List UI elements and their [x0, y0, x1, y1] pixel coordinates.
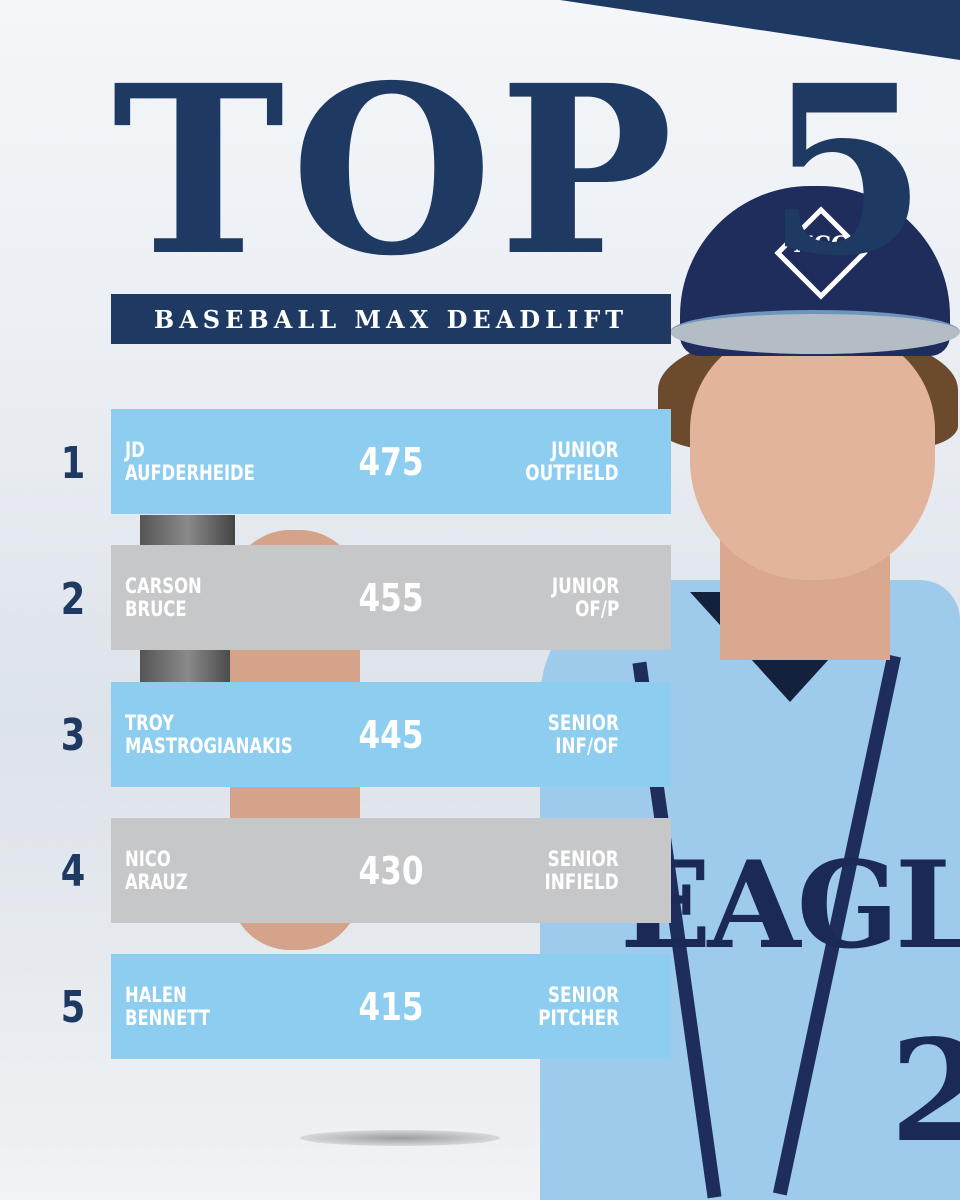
first-name: HALEN	[125, 982, 187, 1007]
player-class: SENIOR	[547, 982, 619, 1007]
first-name: JD	[125, 437, 145, 462]
player-class-position: JUNIOR OF/P	[551, 573, 619, 621]
last-name: MASTROGIANAKIS	[125, 733, 293, 758]
player-position: OUTFIELD	[525, 460, 619, 485]
last-name: ARAUZ	[125, 869, 188, 894]
deadlift-value: 415	[358, 984, 424, 1029]
player-class-position: SENIOR INFIELD	[544, 846, 619, 894]
ranking-row: HALEN BENNETT 415 SENIOR PITCHER	[111, 954, 671, 1059]
player-class: SENIOR	[547, 710, 619, 735]
player-class: SENIOR	[547, 846, 619, 871]
page-title: TOP 5	[112, 34, 934, 307]
ranking-row: JD AUFDERHEIDE 475 JUNIOR OUTFIELD	[111, 409, 671, 514]
rank-number: 4	[60, 846, 86, 897]
player-class-position: SENIOR PITCHER	[538, 982, 619, 1030]
player-position: INF/OF	[555, 733, 619, 758]
ranking-row: NICO ARAUZ 430 SENIOR INFIELD	[111, 818, 671, 923]
player-position: INFIELD	[544, 869, 619, 894]
player-name: CARSON BRUCE	[125, 573, 202, 621]
player-class-position: JUNIOR OUTFIELD	[525, 437, 619, 485]
player-name: TROY MASTROGIANAKIS	[125, 710, 293, 758]
player-photo: NCC EAGLES 2	[540, 180, 960, 1200]
last-name: BRUCE	[125, 596, 187, 621]
player-class: JUNIOR	[551, 437, 619, 462]
rank-number: 1	[60, 438, 86, 489]
rank-number: 2	[60, 574, 86, 625]
subtitle-banner: BASEBALL MAX DEADLIFT	[111, 294, 671, 344]
first-name: TROY	[125, 710, 174, 735]
first-name: NICO	[125, 846, 171, 871]
ranking-row: TROY MASTROGIANAKIS 445 SENIOR INF/OF	[111, 682, 671, 787]
face	[690, 330, 935, 580]
rank-number: 3	[60, 710, 86, 761]
player-position: OF/P	[574, 596, 619, 621]
deadlift-value: 430	[358, 848, 424, 893]
deadlift-value: 455	[358, 575, 424, 620]
ground-shadow	[300, 1130, 500, 1146]
player-class: JUNIOR	[551, 573, 619, 598]
ranking-row: CARSON BRUCE 455 JUNIOR OF/P	[111, 545, 671, 650]
first-name: CARSON	[125, 573, 202, 598]
last-name: BENNETT	[125, 1005, 211, 1030]
player-position: PITCHER	[538, 1005, 619, 1030]
cap-logo-text: NCC	[793, 232, 849, 258]
deadlift-value: 445	[358, 712, 424, 757]
cap-brim	[670, 310, 960, 354]
player-class-position: SENIOR INF/OF	[547, 710, 619, 758]
jersey-text: EAGLES	[620, 835, 960, 976]
player-name: HALEN BENNETT	[125, 982, 211, 1030]
deadlift-value: 475	[358, 439, 424, 484]
last-name: AUFDERHEIDE	[125, 460, 255, 485]
player-name: JD AUFDERHEIDE	[125, 437, 255, 485]
rank-number: 5	[60, 982, 86, 1033]
player-name: NICO ARAUZ	[125, 846, 188, 894]
jersey-number: 2	[890, 1010, 960, 1174]
